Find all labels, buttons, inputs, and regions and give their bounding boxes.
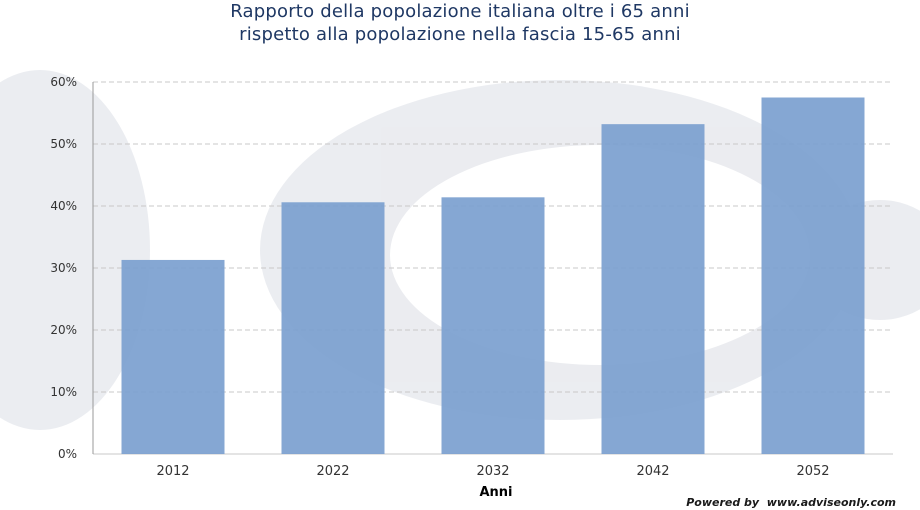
y-tick-label: 50%: [50, 137, 77, 151]
x-tick-labels: 2012 2022 2032 2042 2052: [156, 464, 829, 479]
powered-by-credit: Powered by www.adviseonly.com: [686, 496, 896, 509]
bar-2032: [441, 197, 545, 454]
bar-2042: [601, 124, 705, 454]
y-tick-label: 20%: [50, 323, 77, 337]
chart-title: Rapporto della popolazione italiana oltr…: [0, 0, 920, 46]
bar-2022: [281, 202, 385, 454]
x-tick-label: 2042: [636, 464, 669, 479]
y-tick-labels: 0% 10% 20% 30% 40% 50% 60%: [50, 75, 77, 461]
chart-title-line-2: rispetto alla popolazione nella fascia 1…: [239, 24, 681, 45]
chart-title-line-1: Rapporto della popolazione italiana oltr…: [230, 1, 690, 22]
x-tick-label: 2052: [796, 464, 829, 479]
x-tick-label: 2022: [316, 464, 349, 479]
y-tick-label: 40%: [50, 199, 77, 213]
y-tick-label: 30%: [50, 261, 77, 275]
x-tick-label: 2032: [476, 464, 509, 479]
y-tick-label: 60%: [50, 75, 77, 89]
bar-2012: [121, 259, 225, 454]
y-tick-label: 10%: [50, 385, 77, 399]
bars: [121, 97, 865, 454]
bar-2052: [761, 97, 865, 454]
x-axis-label: Anni: [479, 485, 512, 500]
x-tick-label: 2012: [156, 464, 189, 479]
y-tick-label: 0%: [58, 447, 77, 461]
